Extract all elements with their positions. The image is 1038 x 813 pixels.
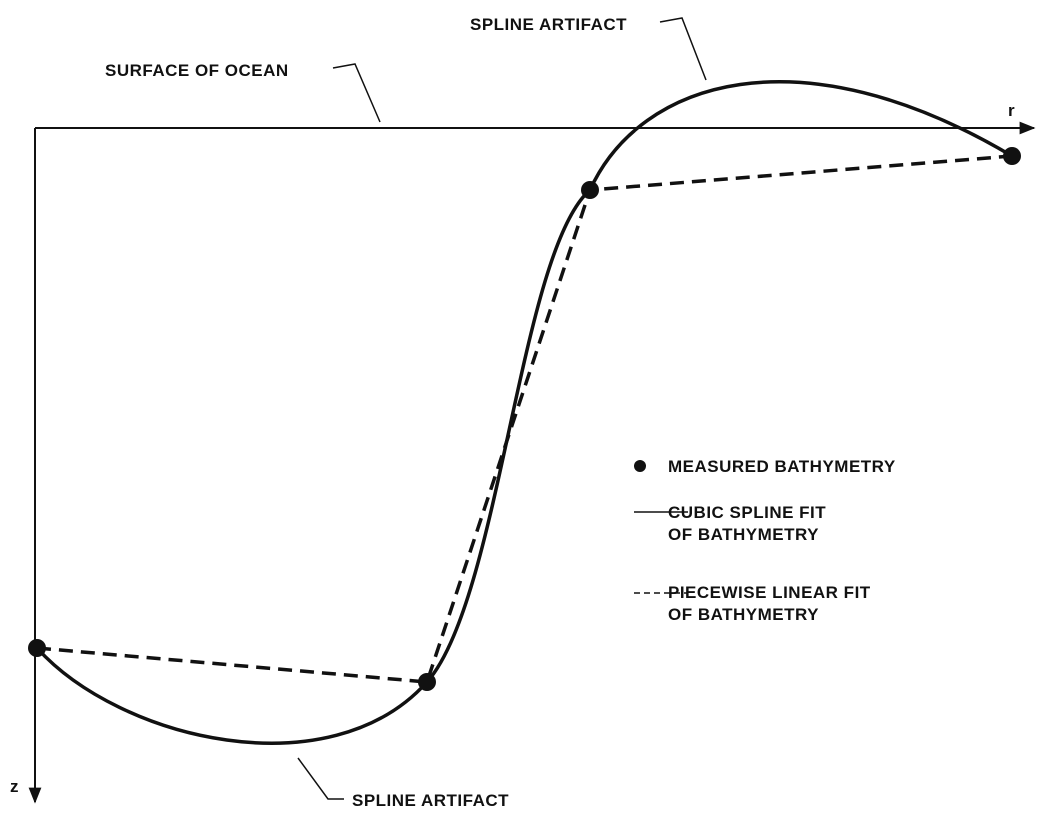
point — [28, 639, 46, 657]
cubic-spline — [35, 80, 1013, 745]
legend-dot — [634, 460, 646, 472]
legend-label: MEASURED BATHYMETRY — [668, 457, 896, 476]
legend-label: OF BATHYMETRY — [668, 525, 819, 544]
point — [418, 673, 436, 691]
z-axis-label: z — [10, 777, 19, 796]
legend-label: CUBIC SPLINE FIT — [668, 503, 826, 522]
point — [581, 181, 599, 199]
legend-label: OF BATHYMETRY — [668, 605, 819, 624]
leader — [332, 63, 381, 123]
artifact-top-label: SPLINE ARTIFACT — [470, 15, 627, 34]
measured-points — [28, 147, 1021, 691]
point — [1003, 147, 1021, 165]
leader — [659, 17, 707, 81]
r-axis-label: r — [1008, 101, 1015, 120]
artifact-bottom-label: SPLINE ARTIFACT — [352, 791, 509, 810]
leader — [297, 757, 344, 800]
legend: MEASURED BATHYMETRY CUBIC SPLINE FIT OF … — [634, 457, 896, 624]
piecewise-linear — [36, 154, 1013, 684]
surface-label: SURFACE OF OCEAN — [105, 61, 289, 80]
legend-label: PIECEWISE LINEAR FIT — [668, 583, 871, 602]
